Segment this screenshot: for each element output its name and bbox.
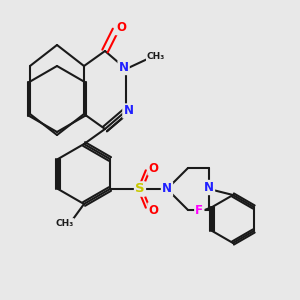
Text: N: N [118,61,129,74]
Text: O: O [116,21,126,34]
Text: O: O [148,161,158,175]
Text: O: O [148,203,158,217]
Text: S: S [135,182,145,196]
Text: CH₃: CH₃ [56,219,74,228]
Text: CH₃: CH₃ [147,52,165,62]
Text: N: N [123,104,134,118]
Text: N: N [204,181,214,194]
Text: F: F [195,203,203,217]
Text: N: N [162,182,172,196]
